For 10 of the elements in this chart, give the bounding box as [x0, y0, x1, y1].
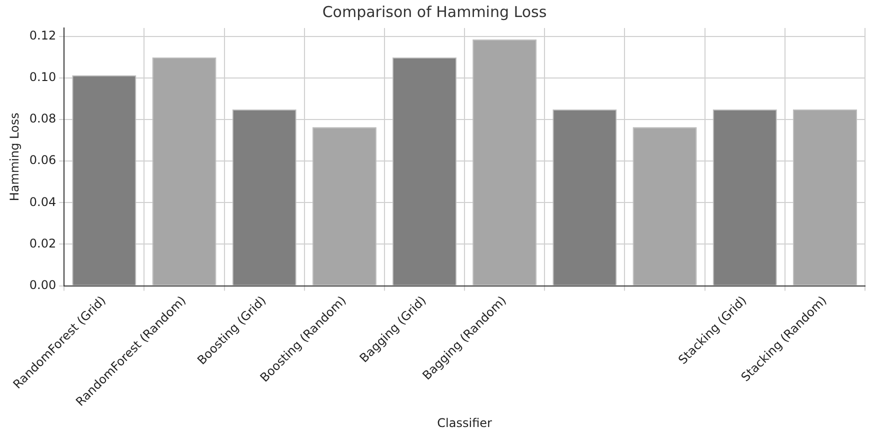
y-tick-label: 0.00	[29, 278, 56, 292]
x-axis-title: Classifier	[437, 416, 492, 430]
chart-title: Comparison of Hamming Loss	[322, 2, 547, 21]
y-tick-label: 0.08	[29, 112, 56, 126]
y-axis-title: Hamming Loss	[7, 112, 22, 202]
y-tick-label: 0.06	[29, 153, 56, 168]
y-tick-label: 0.10	[29, 70, 56, 84]
y-tick-label: 0.12	[29, 28, 56, 42]
y-tick-label: 0.02	[29, 236, 56, 250]
y-tick-label: 0.04	[29, 194, 56, 209]
